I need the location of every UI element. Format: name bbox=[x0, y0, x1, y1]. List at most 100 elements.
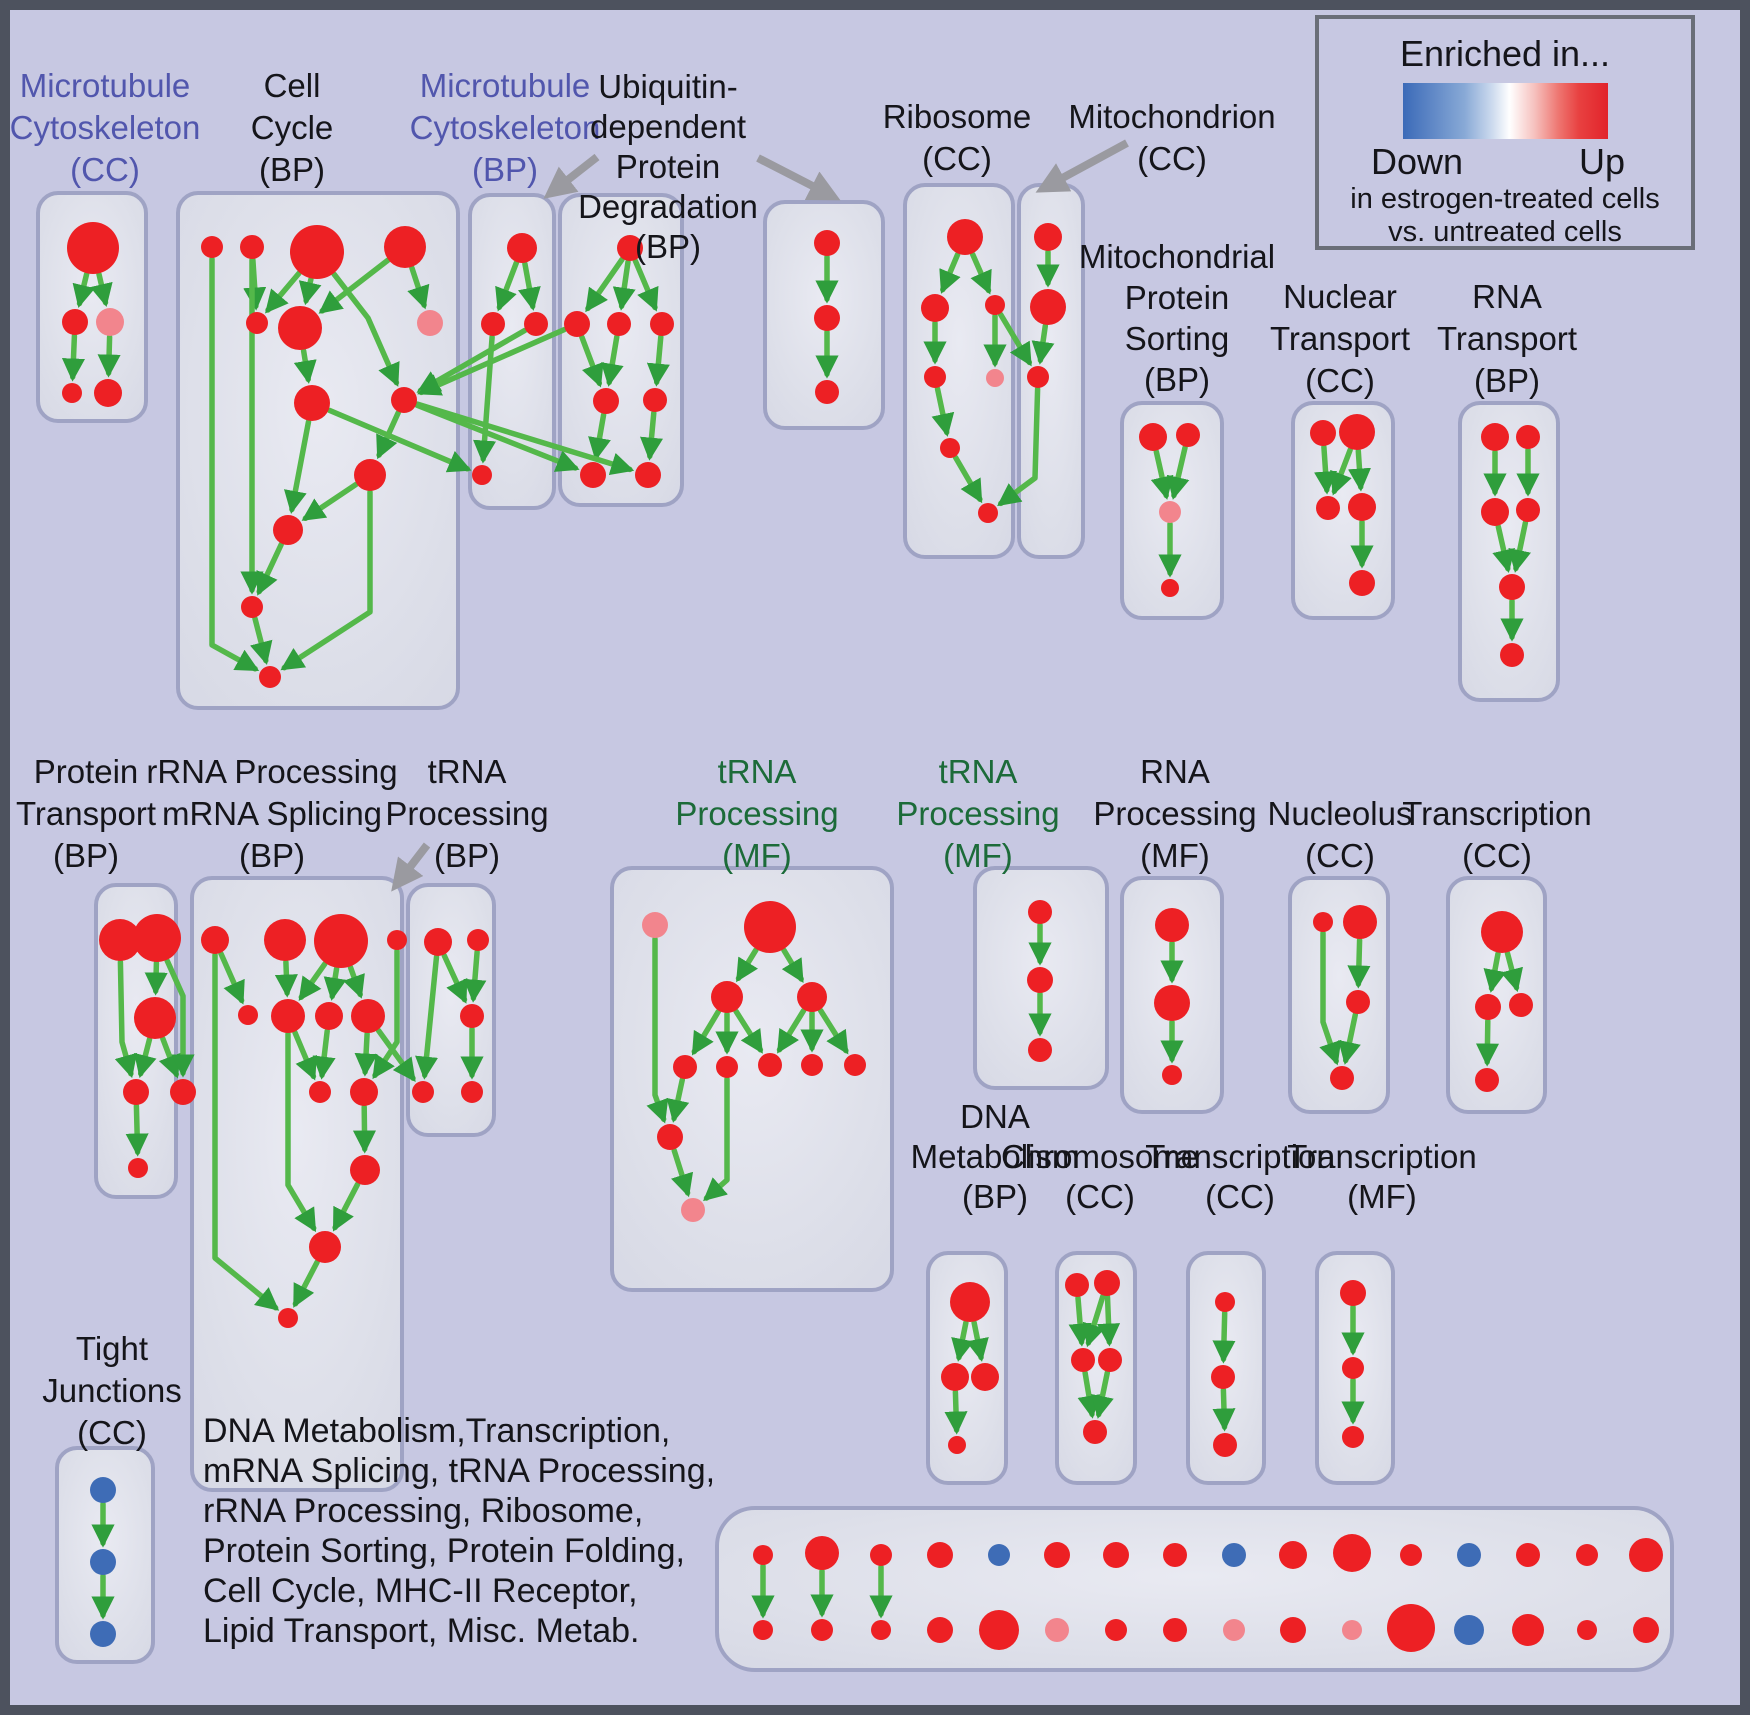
go-term-node-44 bbox=[1176, 423, 1200, 447]
relation-edge bbox=[463, 949, 487, 1003]
go-term-node-96 bbox=[1155, 908, 1189, 942]
go-term-node-15 bbox=[273, 515, 303, 545]
go-term-node-93 bbox=[1028, 900, 1052, 924]
go-term-node-51 bbox=[1349, 570, 1375, 596]
go-term-node-133 bbox=[988, 1544, 1010, 1566]
go-term-node-135 bbox=[1044, 1542, 1070, 1568]
relation-edge bbox=[209, 256, 260, 672]
relation-edge bbox=[298, 961, 328, 1001]
relation-edge bbox=[164, 958, 195, 1078]
go-term-node-65 bbox=[264, 919, 306, 961]
relation-edge bbox=[666, 1076, 690, 1123]
relation-edge bbox=[1077, 1370, 1101, 1419]
relation-edge bbox=[90, 271, 113, 308]
go-term-node-62 bbox=[170, 1079, 196, 1105]
go-term-node-77 bbox=[424, 928, 452, 956]
legend-gradient-bar bbox=[1402, 83, 1608, 139]
relation-edge bbox=[415, 954, 440, 1080]
label-pointer-arrow bbox=[543, 153, 600, 199]
relation-edge bbox=[1330, 447, 1353, 496]
go-term-node-24 bbox=[607, 312, 631, 336]
go-term-node-4 bbox=[94, 379, 122, 407]
go-term-node-114 bbox=[1098, 1348, 1122, 1372]
go-term-node-11 bbox=[417, 310, 443, 336]
relation-edge bbox=[326, 407, 472, 473]
go-term-node-16 bbox=[241, 596, 263, 618]
go-term-node-72 bbox=[309, 1081, 331, 1103]
go-term-node-95 bbox=[1028, 1038, 1052, 1062]
relation-edge bbox=[125, 1103, 149, 1157]
relation-edge bbox=[283, 418, 312, 514]
go-term-node-74 bbox=[350, 1155, 380, 1185]
relation-edge bbox=[1031, 323, 1055, 365]
relation-edge bbox=[966, 1319, 989, 1362]
go-term-node-142 bbox=[1223, 1619, 1245, 1641]
go-term-node-7 bbox=[290, 225, 344, 279]
go-term-node-66 bbox=[314, 914, 368, 968]
go-term-node-125 bbox=[753, 1545, 773, 1565]
relation-edge bbox=[407, 265, 430, 310]
go-term-node-123 bbox=[90, 1549, 116, 1575]
cluster-label: Transcription (CC) bbox=[1145, 1138, 1335, 1215]
go-term-node-112 bbox=[1094, 1270, 1120, 1296]
go-term-node-48 bbox=[1339, 414, 1375, 450]
go-term-node-106 bbox=[1475, 1068, 1499, 1092]
go-term-node-40 bbox=[1034, 223, 1062, 251]
relation-edge bbox=[298, 276, 322, 306]
go-term-node-71 bbox=[351, 999, 385, 1033]
go-term-node-137 bbox=[1103, 1542, 1129, 1568]
go-term-node-45 bbox=[1159, 501, 1181, 523]
cluster-label: Nucleolus (CC) bbox=[1268, 795, 1413, 874]
go-term-node-148 bbox=[1387, 1604, 1435, 1652]
go-term-node-91 bbox=[657, 1124, 683, 1150]
relation-edge bbox=[417, 326, 567, 396]
legend-caption-line2: vs. untreated cells bbox=[1388, 216, 1622, 248]
go-term-node-76 bbox=[278, 1308, 298, 1328]
relation-edge bbox=[372, 948, 400, 1080]
go-term-node-63 bbox=[128, 1158, 148, 1178]
go-term-node-131 bbox=[927, 1542, 953, 1568]
go-term-node-58 bbox=[99, 919, 141, 961]
cluster-label: RNA Transport (BP) bbox=[1437, 278, 1577, 399]
go-term-node-115 bbox=[1083, 1420, 1107, 1444]
go-term-node-23 bbox=[564, 311, 590, 337]
go-term-node-46 bbox=[1161, 579, 1179, 597]
go-term-node-60 bbox=[134, 997, 176, 1039]
relation-edge bbox=[585, 256, 625, 313]
relation-edge bbox=[939, 251, 961, 294]
cluster-label: Ubiquitin-dependent Protein Degradation (BP… bbox=[578, 68, 758, 265]
go-term-node-18 bbox=[507, 233, 537, 263]
relation-edge bbox=[944, 1389, 968, 1435]
go-term-node-109 bbox=[971, 1363, 999, 1391]
go-term-node-61 bbox=[123, 1079, 149, 1105]
relation-edge bbox=[72, 271, 96, 308]
go-term-node-81 bbox=[461, 1081, 483, 1103]
cluster-label: Microtubule Cytoskeleton (BP) bbox=[410, 67, 601, 188]
go-term-node-99 bbox=[1313, 912, 1333, 932]
relation-edge bbox=[312, 1028, 336, 1080]
cluster-label: Tight Junctions (CC) bbox=[42, 1330, 181, 1451]
go-term-node-111 bbox=[1065, 1273, 1089, 1297]
go-term-node-136 bbox=[1045, 1618, 1069, 1642]
go-term-node-21 bbox=[524, 312, 548, 336]
go-term-node-128 bbox=[811, 1619, 833, 1641]
relation-edge bbox=[285, 1031, 317, 1233]
relation-edge bbox=[612, 259, 636, 311]
go-term-node-103 bbox=[1481, 911, 1523, 953]
go-term-node-145 bbox=[1333, 1534, 1371, 1572]
relation-edge bbox=[280, 489, 373, 671]
go-term-node-50 bbox=[1348, 493, 1376, 521]
hierarchy-edges bbox=[61, 249, 1540, 1620]
relation-edge bbox=[1483, 950, 1507, 993]
relation-edge bbox=[588, 412, 611, 461]
go-term-node-150 bbox=[1454, 1615, 1484, 1645]
go-term-node-122 bbox=[90, 1477, 116, 1503]
label-pointer-arrow bbox=[1035, 139, 1129, 193]
go-term-node-8 bbox=[384, 226, 426, 268]
go-term-node-108 bbox=[941, 1363, 969, 1391]
go-term-node-94 bbox=[1027, 967, 1053, 993]
legend-box: Enriched in... Down Up in estrogen-treat… bbox=[1315, 15, 1695, 250]
go-term-node-17 bbox=[259, 666, 281, 688]
